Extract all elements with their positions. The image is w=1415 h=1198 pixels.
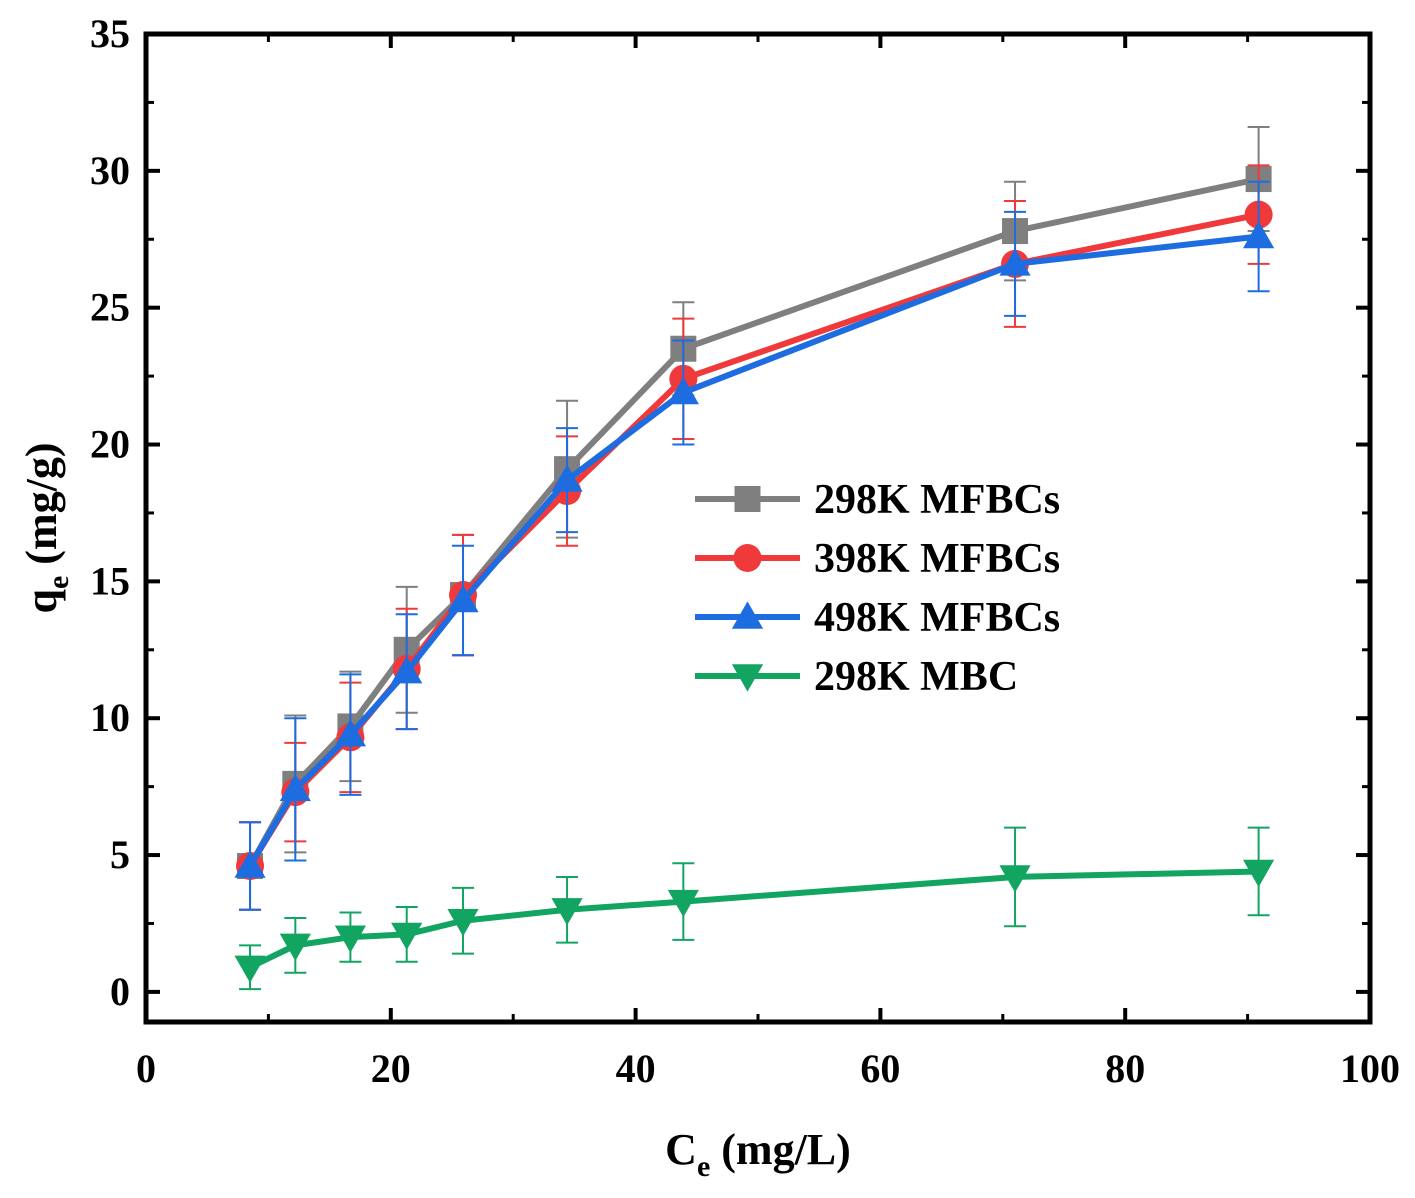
data-point [234, 955, 266, 983]
data-point [447, 584, 479, 613]
x-tick-label: 80 [1105, 1046, 1145, 1091]
x-tick-label: 20 [371, 1046, 411, 1091]
series-line [248, 868, 1259, 970]
y-axis-title-main: q [17, 589, 66, 614]
legend-item: 298K MFBCs [695, 477, 1060, 523]
legend-label: 498K MFBCs [814, 595, 1060, 641]
data-point [551, 464, 583, 492]
legend-label: 298K MBC [814, 654, 1018, 700]
x-axis-title-rest: (mg/L) [710, 1125, 851, 1174]
data-point [551, 898, 583, 926]
x-tick-label: 60 [860, 1046, 900, 1091]
data-point [667, 889, 699, 918]
data-point [334, 925, 367, 953]
data-point [391, 922, 423, 951]
y-tick-label: 30 [90, 148, 130, 193]
x-axis-title: Ce (mg/L) [665, 1125, 851, 1183]
series-1 [236, 164, 1273, 911]
x-axis-title-sub: e [697, 1150, 710, 1183]
x-tick-label: 40 [616, 1046, 656, 1091]
series-line [247, 176, 1260, 868]
data-point [667, 376, 699, 405]
x-tick-label: 0 [136, 1046, 156, 1091]
y-axis-title-sub: e [42, 576, 75, 589]
x-axis-title-main: C [665, 1125, 697, 1174]
x-tick-label: 100 [1340, 1046, 1400, 1091]
legend-marker [731, 601, 764, 629]
legend-label: 298K MFBCs [814, 477, 1060, 523]
y-tick-label: 5 [110, 832, 130, 877]
data-point [1243, 220, 1275, 249]
data-point [999, 865, 1031, 893]
data-point [1243, 859, 1275, 888]
legend-marker [733, 544, 762, 572]
y-tick-label: 15 [90, 558, 130, 603]
legend-marker [734, 486, 761, 512]
y-tick-label: 35 [90, 11, 130, 56]
y-tick-label: 0 [110, 969, 130, 1014]
data-point [279, 773, 311, 802]
legend-item: 498K MFBCs [695, 595, 1060, 641]
legend: 298K MFBCs 398K MFBCs 498K MFBCs 298K MBC [695, 477, 1060, 700]
y-axis-title-rest: (mg/g) [17, 443, 66, 576]
legend-item: 398K MFBCs [695, 536, 1060, 582]
series-3 [234, 826, 1275, 991]
series-layer [234, 126, 1275, 991]
legend-marker [731, 664, 764, 692]
y-tick-label: 25 [90, 285, 130, 330]
data-point [279, 933, 311, 961]
ticks-layer: 0 20 40 60 80 100 0 5 10 15 20 25 30 35 [90, 11, 1400, 1091]
y-tick-label: 10 [90, 695, 130, 740]
y-tick-label: 20 [90, 422, 130, 467]
legend-item: 298K MBC [695, 654, 1018, 700]
data-point [234, 850, 266, 878]
y-axis-title: qe (mg/g) [17, 443, 75, 614]
series-2 [234, 180, 1275, 911]
legend-label: 398K MFBCs [814, 536, 1060, 582]
data-point [999, 248, 1031, 276]
data-point [334, 719, 367, 747]
data-point [391, 656, 423, 684]
data-point [447, 909, 479, 937]
series-line [247, 211, 1260, 868]
